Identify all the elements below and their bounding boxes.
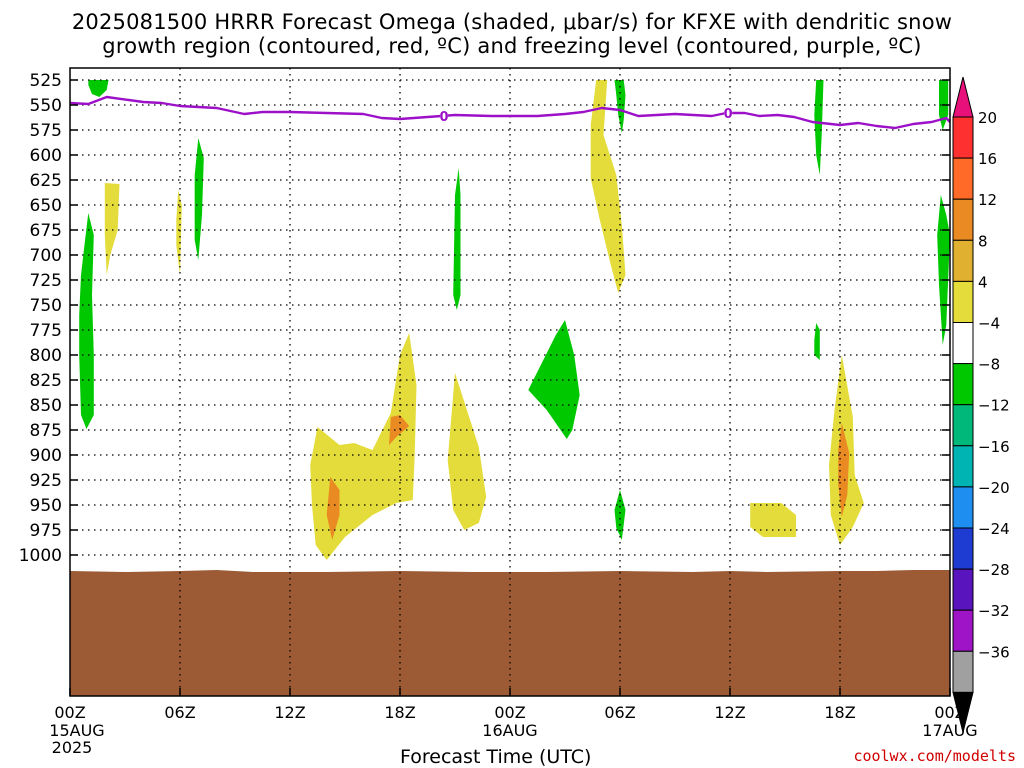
- credit-text: coolwx.com/modelts: [853, 747, 1016, 765]
- colorbar-label-7: −12: [978, 397, 1010, 415]
- y-tick-label-800: 800: [30, 346, 62, 366]
- y-tick-label-650: 650: [30, 196, 62, 216]
- omega-region-17: [614, 490, 626, 540]
- x-tick-label-3: 18Z: [384, 703, 415, 722]
- freezing-level-label-bg-1: [724, 105, 733, 120]
- x-axis-title: Forecast Time (UTC): [400, 746, 592, 768]
- y-tick-label-925: 925: [30, 471, 62, 491]
- colorbar-label-6: −8: [978, 356, 1000, 374]
- omega-region-3: [176, 190, 182, 275]
- y-tick-label-625: 625: [30, 171, 62, 191]
- chart-title-line2: growth region (contoured, red, ºC) and f…: [102, 34, 922, 58]
- omega-region-10: [814, 323, 820, 360]
- omega-region-4: [194, 138, 204, 260]
- omega-region-20: [838, 423, 850, 517]
- colorbar-label-10: −24: [978, 520, 1010, 538]
- colorbar-swatch-3: [952, 239, 974, 282]
- colorbar-label-11: −28: [978, 561, 1010, 579]
- omega-region-18: [750, 503, 796, 537]
- omega-region-15: [389, 415, 410, 445]
- omega-region-12: [937, 195, 950, 345]
- omega-region-1: [79, 213, 94, 429]
- colorbar-label-4: 4: [978, 273, 988, 291]
- colorbar-label-12: −32: [978, 602, 1010, 620]
- y-tick-label-975: 975: [30, 521, 62, 541]
- x-tick-label-1: 06Z: [164, 703, 195, 722]
- y-tick-label-825: 825: [30, 371, 62, 391]
- colorbar-label-5: −4: [978, 315, 1000, 333]
- colorbar-swatch-5: [952, 322, 974, 365]
- colorbar-swatch-10: [952, 527, 974, 570]
- x-tick-label-7: 18Z: [824, 703, 855, 722]
- omega-region-6: [528, 320, 580, 439]
- chart-title: 2025081500 HRRR Forecast Omega (shaded, …: [0, 10, 1024, 58]
- freezing-level-label-bg-0: [440, 107, 448, 123]
- y-tick-label-950: 950: [30, 496, 62, 516]
- freezing-level-line: [70, 95, 950, 130]
- omega-region-7: [590, 80, 626, 293]
- colorbar-swatch-6: [952, 363, 974, 406]
- y-tick-label-875: 875: [30, 421, 62, 441]
- y-tick-label-775: 775: [30, 321, 62, 341]
- gridlines: [70, 68, 950, 696]
- omega-region-9: [814, 80, 824, 175]
- omega-region-16: [447, 373, 487, 530]
- x-tick-sublabel-4-0: 16AUG: [482, 721, 537, 740]
- y-tick-label-550: 550: [30, 96, 62, 116]
- colorbar-swatch-13: [952, 650, 974, 693]
- colorbar-label-8: −16: [978, 438, 1010, 456]
- colorbar-swatch-4: [952, 280, 974, 323]
- y-tick-label-750: 750: [30, 296, 62, 316]
- colorbar-label-9: −20: [978, 479, 1010, 497]
- y-tick-label-600: 600: [30, 146, 62, 166]
- y-tick-label-575: 575: [30, 121, 62, 141]
- colorbar-bottom-arrow: [952, 691, 974, 733]
- y-tick-label-850: 850: [30, 396, 62, 416]
- y-tick-label-675: 675: [30, 221, 62, 241]
- freezing-level-label-1: 0: [724, 107, 733, 122]
- colorbar-label-1: 16: [978, 150, 997, 168]
- colorbar-top-arrow: [952, 76, 974, 118]
- x-tick-sublabel-0-1: 2025: [52, 738, 93, 757]
- colorbar-swatch-8: [952, 445, 974, 488]
- x-tick-sublabel-0-0: 15AUG: [49, 721, 104, 740]
- omega-region-2: [104, 183, 120, 275]
- x-tick-label-2: 12Z: [274, 703, 305, 722]
- colorbar-swatch-1: [952, 157, 974, 200]
- x-tick-sublabel-8-0: 17AUG: [922, 721, 977, 740]
- y-axis: 525 550 575 600 625 650 675 700 725 750 775 800 825 8…: [19, 71, 950, 566]
- colorbar-swatch-9: [952, 486, 974, 529]
- colorbar-swatch-12: [952, 609, 974, 652]
- y-tick-label-1000: 1000: [19, 546, 62, 566]
- omega-shading: [79, 80, 950, 560]
- colorbar-label-2: 12: [978, 191, 997, 209]
- x-tick-label-4: 00Z: [494, 703, 525, 722]
- x-tick-label-5: 06Z: [604, 703, 635, 722]
- colorbar-swatch-7: [952, 404, 974, 447]
- colorbar-label-0: 20: [978, 109, 997, 127]
- omega-region-0: [88, 80, 109, 97]
- omega-region-5: [453, 168, 461, 310]
- omega-region-14: [326, 477, 340, 540]
- x-tick-label-6: 12Z: [714, 703, 745, 722]
- colorbar-swatch-0: [952, 116, 974, 159]
- y-tick-label-725: 725: [30, 271, 62, 291]
- colorbar-label-13: −36: [978, 643, 1010, 661]
- colorbar-swatch-11: [952, 568, 974, 611]
- y-tick-label-525: 525: [30, 71, 62, 91]
- omega-region-8: [614, 80, 626, 133]
- colorbar: 20 16 12 8 4 −4 −8 −12 −16 −20 −24 −28 −32 −36: [952, 76, 1010, 733]
- chart-title-line1: 2025081500 HRRR Forecast Omega (shaded, …: [71, 10, 953, 34]
- freezing-level-label-0: 0: [439, 110, 448, 125]
- y-tick-label-900: 900: [30, 446, 62, 466]
- colorbar-label-3: 8: [978, 232, 988, 250]
- colorbar-swatch-2: [952, 198, 974, 241]
- x-tick-label-0: 00Z: [54, 703, 85, 722]
- y-tick-label-700: 700: [30, 246, 62, 266]
